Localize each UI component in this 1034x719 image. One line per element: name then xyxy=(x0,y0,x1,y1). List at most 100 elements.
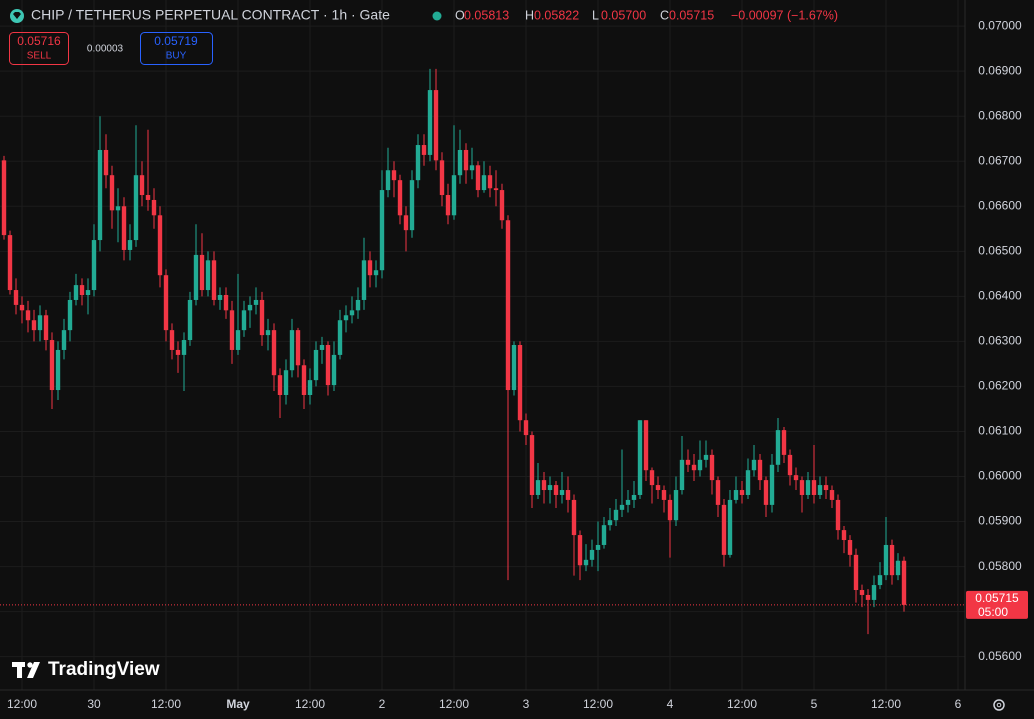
candle-body xyxy=(889,544,895,576)
candle-body xyxy=(391,170,397,181)
ohlc-change: −0.00097 (−1.67%) xyxy=(731,8,838,22)
candle-body xyxy=(373,270,379,276)
candle-body xyxy=(667,499,673,521)
candle-body xyxy=(883,544,889,576)
candle-body xyxy=(193,254,199,300)
candle-body xyxy=(151,199,157,216)
y-tick-label: 0.06100 xyxy=(978,424,1022,438)
candle-body xyxy=(79,285,85,296)
candle-body xyxy=(277,375,283,395)
ohlc-label: O xyxy=(455,8,465,22)
candle-body xyxy=(823,485,829,491)
candle-body xyxy=(727,499,733,555)
candle-body xyxy=(601,525,607,545)
candle-body xyxy=(469,165,475,171)
candle-body xyxy=(169,330,175,350)
candle-body xyxy=(481,175,487,191)
candle-body xyxy=(439,160,445,196)
x-tick-label: 12:00 xyxy=(871,697,901,711)
candle-body xyxy=(331,354,337,386)
x-tick-label: 6 xyxy=(955,697,962,711)
candle-body xyxy=(253,299,259,305)
candles xyxy=(1,68,907,635)
candle-body xyxy=(547,485,553,491)
candle-body xyxy=(145,195,151,200)
y-tick-label: 0.06800 xyxy=(978,108,1022,122)
candle-body xyxy=(25,310,31,321)
y-tick-label: 0.06600 xyxy=(978,198,1022,212)
candle-body xyxy=(493,188,499,191)
x-tick-label: 12:00 xyxy=(7,697,37,711)
candle-body xyxy=(703,454,709,460)
candle-body xyxy=(847,540,853,555)
candle-body xyxy=(265,330,271,336)
candle-body xyxy=(421,145,427,155)
candle-body xyxy=(577,535,583,566)
x-tick-label: 2 xyxy=(379,697,386,711)
candle-body xyxy=(337,320,343,355)
candle-body xyxy=(517,345,523,421)
x-tick-label: 5 xyxy=(811,697,818,711)
candle-body xyxy=(307,380,313,395)
candle-body xyxy=(1,160,7,236)
candle-body xyxy=(445,195,451,216)
candle-body xyxy=(895,560,901,576)
candle-body xyxy=(817,485,823,495)
candle-body xyxy=(313,349,319,381)
candle-body xyxy=(451,175,457,216)
candle-body xyxy=(541,480,547,491)
candle-body xyxy=(565,490,571,500)
candle-body xyxy=(115,206,121,211)
y-tick-label: 0.05800 xyxy=(978,559,1022,573)
candle-body xyxy=(319,345,325,350)
candle-body xyxy=(607,520,613,526)
candle-body xyxy=(7,235,13,291)
candle-body xyxy=(793,475,799,481)
candle-body xyxy=(91,240,97,291)
sell-button[interactable] xyxy=(9,32,69,65)
candle-body xyxy=(841,530,847,541)
x-tick-label: 30 xyxy=(87,697,101,711)
buy-button[interactable] xyxy=(140,32,213,65)
candle-body xyxy=(109,175,115,211)
candle-body xyxy=(679,459,685,491)
candle-body xyxy=(175,349,181,355)
settings-icon[interactable] xyxy=(993,699,1005,711)
spread: 0.00003 xyxy=(87,44,124,55)
candle-body xyxy=(295,330,301,366)
candle-body xyxy=(691,464,697,471)
candle-body xyxy=(241,310,247,331)
candle-body xyxy=(19,304,25,311)
candle-body xyxy=(379,190,385,271)
x-tick-label: 12:00 xyxy=(295,697,325,711)
candle-body xyxy=(49,340,55,391)
candle-body xyxy=(355,299,361,311)
candle-body xyxy=(235,330,241,350)
candle-body xyxy=(763,480,769,505)
candle-body xyxy=(127,240,133,250)
x-tick-label: 12:00 xyxy=(583,697,613,711)
candle-body xyxy=(301,365,307,395)
y-tick-label: 0.05600 xyxy=(978,649,1022,663)
candle-body xyxy=(325,345,331,386)
candle-body xyxy=(181,340,187,355)
candle-body xyxy=(37,315,43,331)
candle-body xyxy=(133,175,139,241)
candle-body xyxy=(31,320,37,331)
candle-body xyxy=(55,349,61,391)
candle-body xyxy=(247,304,253,311)
candle-body xyxy=(475,165,481,191)
candle-body xyxy=(361,260,367,300)
candle-body xyxy=(733,490,739,500)
candle-body xyxy=(229,310,235,350)
candle-body xyxy=(661,490,667,500)
logo-text: TradingView xyxy=(48,659,160,680)
candle-body xyxy=(775,430,781,465)
candle-body xyxy=(805,480,811,495)
candle-body xyxy=(397,180,403,216)
candle-body xyxy=(463,149,469,171)
y-tick-label: 0.06000 xyxy=(978,469,1022,483)
candle-body xyxy=(61,330,67,350)
price-label: 0.05715 xyxy=(975,591,1019,605)
candle-body xyxy=(595,544,601,550)
